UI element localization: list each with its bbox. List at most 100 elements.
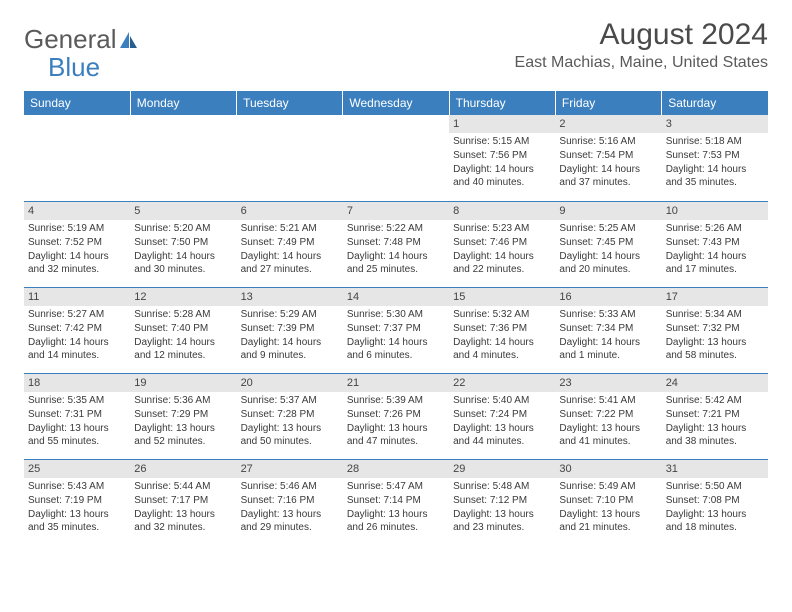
daylight-text: Daylight: 14 hours and 27 minutes. bbox=[241, 250, 339, 276]
sunset-text: Sunset: 7:16 PM bbox=[241, 494, 339, 507]
calendar-row: 18Sunrise: 5:35 AMSunset: 7:31 PMDayligh… bbox=[24, 373, 768, 459]
daylight-text: Daylight: 14 hours and 25 minutes. bbox=[347, 250, 445, 276]
daylight-text: Daylight: 14 hours and 35 minutes. bbox=[666, 163, 764, 189]
sunrise-text: Sunrise: 5:35 AM bbox=[28, 394, 126, 407]
sunrise-text: Sunrise: 5:29 AM bbox=[241, 308, 339, 321]
day-number: 13 bbox=[237, 288, 343, 306]
calendar-cell: 14Sunrise: 5:30 AMSunset: 7:37 PMDayligh… bbox=[343, 287, 449, 373]
daylight-text: Daylight: 13 hours and 35 minutes. bbox=[28, 508, 126, 534]
daylight-text: Daylight: 14 hours and 6 minutes. bbox=[347, 336, 445, 362]
sunrise-text: Sunrise: 5:19 AM bbox=[28, 222, 126, 235]
day-number: 19 bbox=[130, 374, 236, 392]
sunset-text: Sunset: 7:29 PM bbox=[134, 408, 232, 421]
calendar-cell: 10Sunrise: 5:26 AMSunset: 7:43 PMDayligh… bbox=[662, 201, 768, 287]
weekday-header: Friday bbox=[555, 91, 661, 115]
day-number: 24 bbox=[662, 374, 768, 392]
sunrise-text: Sunrise: 5:50 AM bbox=[666, 480, 764, 493]
sunrise-text: Sunrise: 5:37 AM bbox=[241, 394, 339, 407]
calendar-cell: 12Sunrise: 5:28 AMSunset: 7:40 PMDayligh… bbox=[130, 287, 236, 373]
day-number: 20 bbox=[237, 374, 343, 392]
calendar-cell: 15Sunrise: 5:32 AMSunset: 7:36 PMDayligh… bbox=[449, 287, 555, 373]
brand-logo: General bbox=[24, 18, 142, 55]
sunset-text: Sunset: 7:10 PM bbox=[559, 494, 657, 507]
calendar-grid: Sunday Monday Tuesday Wednesday Thursday… bbox=[24, 91, 768, 545]
calendar-cell: 26Sunrise: 5:44 AMSunset: 7:17 PMDayligh… bbox=[130, 459, 236, 545]
day-number: 16 bbox=[555, 288, 661, 306]
daylight-text: Daylight: 13 hours and 50 minutes. bbox=[241, 422, 339, 448]
title-block: August 2024 East Machias, Maine, United … bbox=[515, 18, 768, 72]
weekday-header-row: Sunday Monday Tuesday Wednesday Thursday… bbox=[24, 91, 768, 115]
sunset-text: Sunset: 7:08 PM bbox=[666, 494, 764, 507]
calendar-cell: 29Sunrise: 5:48 AMSunset: 7:12 PMDayligh… bbox=[449, 459, 555, 545]
sunrise-text: Sunrise: 5:26 AM bbox=[666, 222, 764, 235]
day-number: 27 bbox=[237, 460, 343, 478]
sunrise-text: Sunrise: 5:22 AM bbox=[347, 222, 445, 235]
month-title: August 2024 bbox=[515, 18, 768, 52]
calendar-cell: 13 Sunrise: 5:29 AMSunset: 7:39 PMDayligh… bbox=[237, 287, 343, 373]
calendar-cell: 2Sunrise: 5:16 AMSunset: 7:54 PMDaylight… bbox=[555, 115, 661, 201]
day-number: 22 bbox=[449, 374, 555, 392]
calendar-cell: 11Sunrise: 5:27 AMSunset: 7:42 PMDayligh… bbox=[24, 287, 130, 373]
sunrise-text: Sunrise: 5:23 AM bbox=[453, 222, 551, 235]
sunrise-text: Sunrise: 5:30 AM bbox=[347, 308, 445, 321]
calendar-cell-empty bbox=[237, 115, 343, 201]
sunrise-text: Sunrise: 5:25 AM bbox=[559, 222, 657, 235]
weekday-header: Tuesday bbox=[237, 91, 343, 115]
day-number: 8 bbox=[449, 202, 555, 220]
daylight-text: Daylight: 13 hours and 52 minutes. bbox=[134, 422, 232, 448]
sunrise-text: Sunrise: 5:28 AM bbox=[134, 308, 232, 321]
calendar-cell: 16Sunrise: 5:33 AMSunset: 7:34 PMDayligh… bbox=[555, 287, 661, 373]
sunrise-text: Sunrise: 5:43 AM bbox=[28, 480, 126, 493]
day-number: 30 bbox=[555, 460, 661, 478]
daylight-text: Daylight: 14 hours and 12 minutes. bbox=[134, 336, 232, 362]
calendar-page: General August 2024 East Machias, Maine,… bbox=[0, 0, 792, 555]
sunset-text: Sunset: 7:21 PM bbox=[666, 408, 764, 421]
location-text: East Machias, Maine, United States bbox=[515, 54, 768, 72]
weekday-header: Saturday bbox=[662, 91, 768, 115]
sunset-text: Sunset: 7:28 PM bbox=[241, 408, 339, 421]
sunset-text: Sunset: 7:12 PM bbox=[453, 494, 551, 507]
sunset-text: Sunset: 7:50 PM bbox=[134, 236, 232, 249]
calendar-cell: 17Sunrise: 5:34 AMSunset: 7:32 PMDayligh… bbox=[662, 287, 768, 373]
sunrise-text: Sunrise: 5:34 AM bbox=[666, 308, 764, 321]
sunset-text: Sunset: 7:14 PM bbox=[347, 494, 445, 507]
daylight-text: Daylight: 14 hours and 14 minutes. bbox=[28, 336, 126, 362]
calendar-cell: 1Sunrise: 5:15 AMSunset: 7:56 PMDaylight… bbox=[449, 115, 555, 201]
sunset-text: Sunset: 7:54 PM bbox=[559, 149, 657, 162]
sunset-text: Sunset: 7:36 PM bbox=[453, 322, 551, 335]
day-number: 25 bbox=[24, 460, 130, 478]
sunrise-text: Sunrise: 5:41 AM bbox=[559, 394, 657, 407]
sunset-text: Sunset: 7:39 PM bbox=[241, 322, 339, 335]
sunset-text: Sunset: 7:32 PM bbox=[666, 322, 764, 335]
calendar-row: 4Sunrise: 5:19 AMSunset: 7:52 PMDaylight… bbox=[24, 201, 768, 287]
day-number: 18 bbox=[24, 374, 130, 392]
calendar-cell: 30Sunrise: 5:49 AMSunset: 7:10 PMDayligh… bbox=[555, 459, 661, 545]
sunset-text: Sunset: 7:56 PM bbox=[453, 149, 551, 162]
calendar-cell: 9Sunrise: 5:25 AMSunset: 7:45 PMDaylight… bbox=[555, 201, 661, 287]
calendar-body: 1Sunrise: 5:15 AMSunset: 7:56 PMDaylight… bbox=[24, 115, 768, 545]
calendar-row: 1Sunrise: 5:15 AMSunset: 7:56 PMDaylight… bbox=[24, 115, 768, 201]
calendar-cell: 23Sunrise: 5:41 AMSunset: 7:22 PMDayligh… bbox=[555, 373, 661, 459]
calendar-cell-empty bbox=[343, 115, 449, 201]
calendar-cell: 5Sunrise: 5:20 AMSunset: 7:50 PMDaylight… bbox=[130, 201, 236, 287]
day-number: 11 bbox=[24, 288, 130, 306]
daylight-text: Daylight: 13 hours and 55 minutes. bbox=[28, 422, 126, 448]
calendar-cell: 25Sunrise: 5:43 AMSunset: 7:19 PMDayligh… bbox=[24, 459, 130, 545]
sunrise-text: Sunrise: 5:33 AM bbox=[559, 308, 657, 321]
calendar-cell: 31Sunrise: 5:50 AMSunset: 7:08 PMDayligh… bbox=[662, 459, 768, 545]
day-number: 2 bbox=[555, 115, 661, 133]
calendar-cell: 27Sunrise: 5:46 AMSunset: 7:16 PMDayligh… bbox=[237, 459, 343, 545]
day-number: 9 bbox=[555, 202, 661, 220]
daylight-text: Daylight: 14 hours and 9 minutes. bbox=[241, 336, 339, 362]
daylight-text: Daylight: 14 hours and 4 minutes. bbox=[453, 336, 551, 362]
calendar-cell: 20 Sunrise: 5:37 AMSunset: 7:28 PMDayligh… bbox=[237, 373, 343, 459]
calendar-cell: 6Sunrise: 5:21 AMSunset: 7:49 PMDaylight… bbox=[237, 201, 343, 287]
sunset-text: Sunset: 7:37 PM bbox=[347, 322, 445, 335]
day-number: 7 bbox=[343, 202, 449, 220]
day-number: 23 bbox=[555, 374, 661, 392]
calendar-cell-empty bbox=[130, 115, 236, 201]
calendar-row: 11Sunrise: 5:27 AMSunset: 7:42 PMDayligh… bbox=[24, 287, 768, 373]
daylight-text: Daylight: 13 hours and 32 minutes. bbox=[134, 508, 232, 534]
sunset-text: Sunset: 7:31 PM bbox=[28, 408, 126, 421]
sunrise-text: Sunrise: 5:18 AM bbox=[666, 135, 764, 148]
